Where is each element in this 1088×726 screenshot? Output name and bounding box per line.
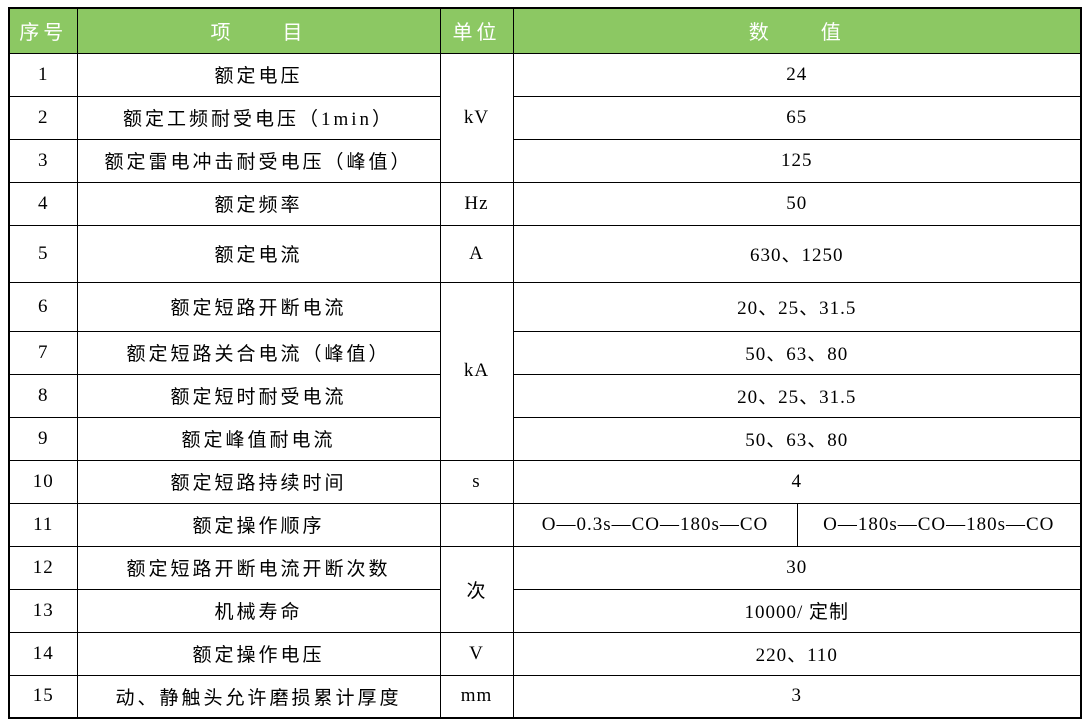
item-cell: 额定电流: [76, 224, 441, 283]
item-cell: 额定短路开断电流: [76, 281, 441, 332]
value-cell: O—0.3s—CO—180s—CO: [512, 502, 798, 547]
table-row: 6 额定短路开断电流 kA 20、25、31.5: [8, 281, 1082, 461]
value-cell: 50、63、80: [512, 416, 1082, 461]
item-cell: 额定操作顺序: [76, 502, 441, 547]
row-number-cell: 14: [8, 631, 78, 676]
table-row: 2 额定工频耐受电压（1min） 65: [8, 95, 1082, 140]
item-cell: 额定操作电压: [76, 631, 441, 676]
value-cell: 3: [512, 674, 1082, 719]
unit-cell: A: [439, 224, 514, 283]
item-cell: 动、静触头允许磨损累计厚度: [76, 674, 441, 719]
table-row: 10 额定短路持续时间 s 4: [8, 459, 1082, 504]
value-cell: 65: [512, 95, 1082, 140]
item-cell: 额定短路持续时间: [76, 459, 441, 504]
header-col-num: 序号: [8, 7, 78, 54]
row-number-cell: 5: [8, 224, 78, 283]
row-number-cell: 15: [8, 674, 78, 719]
item-cell: 额定峰值耐电流: [76, 416, 441, 461]
row-number-cell: 10: [8, 459, 78, 504]
table-row: 12 额定短路开断电流开断次数次 30: [8, 545, 1082, 633]
item-cell: 额定频率: [76, 181, 441, 226]
unit-cell: [439, 502, 514, 547]
value-cell: 10000/ 定制: [512, 588, 1082, 633]
row-number-cell: 13: [8, 588, 78, 633]
value-cell: 50、63、80: [512, 330, 1082, 375]
table-row: 11 额定操作顺序 O—0.3s—CO—180s—CO O—180s—CO—180s—…: [8, 502, 1082, 547]
item-cell: 额定短路关合电流（峰值）: [76, 330, 441, 375]
unit-cell: Hz: [439, 181, 514, 226]
table-body: 1 额定电压 kV 24 2 额定工频耐受电压（1min） 65 3 额定雷电冲击耐受电压（峰值…: [8, 52, 1082, 719]
table-row: 3 额定雷电冲击耐受电压（峰值） 125: [8, 138, 1082, 183]
value-cell: 4: [512, 459, 1082, 504]
row-number-cell: 12: [8, 545, 78, 590]
row-number-cell: 11: [8, 502, 78, 547]
value-cell: 30: [512, 545, 1082, 590]
unit-cell: V: [439, 631, 514, 676]
table-row: 9 额定峰值耐电流 50、63、80: [8, 416, 1082, 461]
table-row: 4 额定频率 Hz 50: [8, 181, 1082, 226]
item-cell: 额定短路开断电流开断次数: [76, 545, 441, 590]
header-col-item: 项 目: [76, 7, 441, 54]
row-number-cell: 1: [8, 52, 78, 97]
row-number-cell: 4: [8, 181, 78, 226]
table-row: 14 额定操作电压 V 220、110: [8, 631, 1082, 676]
table-row: 8 额定短时耐受电流 20、25、31.5: [8, 373, 1082, 418]
header-row: 序号 项 目 单位 数 值: [8, 7, 1082, 54]
unit-cell: kA: [439, 281, 514, 461]
item-cell: 额定雷电冲击耐受电压（峰值）: [76, 138, 441, 183]
value-cell: 20、25、31.5: [512, 373, 1082, 418]
value-cell: 220、110: [512, 631, 1082, 676]
table-row: 5 额定电流 A 630、1250: [8, 224, 1082, 283]
unit-cell: kV: [439, 52, 514, 183]
row-number-cell: 9: [8, 416, 78, 461]
row-number-cell: 8: [8, 373, 78, 418]
table-row: 1 额定电压 kV 24: [8, 52, 1082, 183]
unit-cell: mm: [439, 674, 514, 719]
row-number-cell: 3: [8, 138, 78, 183]
value-cell: 125: [512, 138, 1082, 183]
item-cell: 机械寿命: [76, 588, 441, 633]
row-number-cell: 7: [8, 330, 78, 375]
item-cell: 额定短时耐受电流: [76, 373, 441, 418]
value-cell: 20、25、31.5: [512, 281, 1082, 332]
table-row: 7 额定短路关合电流（峰值） 50、63、80: [8, 330, 1082, 375]
row-number-cell: 2: [8, 95, 78, 140]
unit-cell: 次: [439, 545, 514, 633]
value-cell: O—180s—CO—180s—CO: [796, 502, 1082, 547]
table-row: 13 机械寿命 10000/ 定制: [8, 588, 1082, 633]
header-col-value: 数 值: [512, 7, 1082, 54]
value-cell: 50: [512, 181, 1082, 226]
value-cell: 630、1250: [512, 224, 1082, 283]
table-row: 15 动、静触头允许磨损累计厚度 mm 3: [8, 674, 1082, 719]
item-cell: 额定电压: [76, 52, 441, 97]
header-col-unit: 单位: [439, 7, 514, 54]
table-header: 序号 项 目 单位 数 值: [8, 7, 1082, 54]
unit-cell: s: [439, 459, 514, 504]
value-cell: 24: [512, 52, 1082, 97]
item-cell: 额定工频耐受电压（1min）: [76, 95, 441, 140]
row-number-cell: 6: [8, 281, 78, 332]
spec-table: 序号 项 目 单位 数 值 1 额定电压 kV 24 2 额定工频耐受电压（1min） 65…: [8, 7, 1082, 719]
